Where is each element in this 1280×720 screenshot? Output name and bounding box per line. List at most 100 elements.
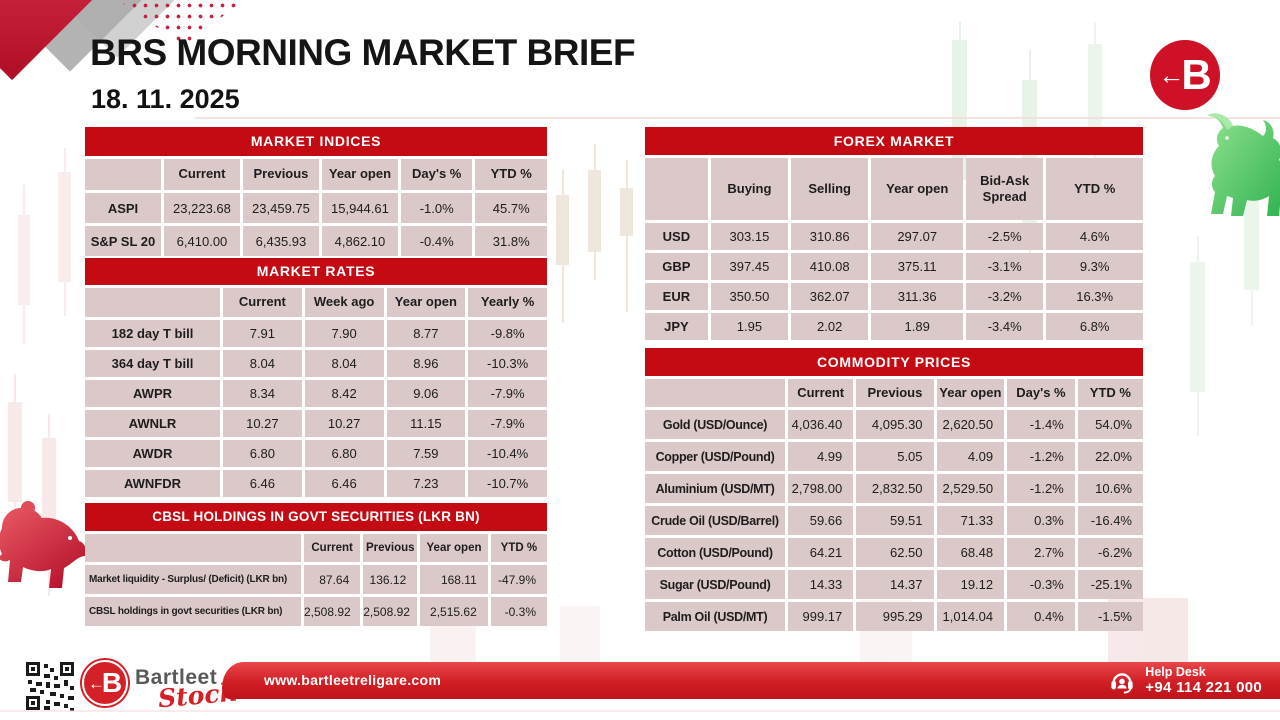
corner-header-cell: [85, 288, 220, 317]
value-cell: 19.12: [936, 570, 1005, 599]
candlestick-decoration: [58, 172, 71, 282]
header-row: Current Previous Year open YTD %: [85, 534, 547, 562]
column-header: Current: [223, 288, 302, 317]
row-label: AWDR: [85, 440, 220, 467]
bartleet-logo-icon: ← B: [82, 660, 128, 706]
value-cell: 23,223.68: [163, 193, 240, 223]
value-cell: 136.12: [363, 565, 418, 594]
value-cell: -10.4%: [468, 440, 547, 467]
value-cell: 168.11: [420, 565, 488, 594]
corner-header-cell: [85, 159, 161, 190]
candlestick-decoration: [18, 215, 30, 305]
column-header: Year open: [936, 379, 1005, 407]
value-cell: 350.50: [710, 283, 789, 310]
corner-header-cell: [645, 158, 708, 220]
table-row: S&P SL 20 6,410.00 6,435.93 4,862.10 -0.4% 31…: [85, 226, 547, 256]
candlestick-decoration: [588, 170, 601, 252]
table-title: COMMODITY PRICES: [645, 348, 1143, 376]
value-cell: 4.6%: [1046, 223, 1143, 250]
row-label: AWPR: [85, 380, 220, 407]
value-cell: -0.3%: [1007, 570, 1075, 599]
value-cell: 297.07: [871, 223, 964, 250]
value-cell: 4.99: [788, 442, 854, 471]
value-cell: 2,798.00: [788, 474, 854, 503]
column-header: Year open: [321, 159, 398, 190]
row-label: 182 day T bill: [85, 320, 220, 347]
value-cell: 64.21: [788, 538, 854, 567]
value-cell: 303.15: [710, 223, 789, 250]
row-label: Aluminium (USD/MT): [645, 474, 786, 503]
corner-header-cell: [645, 379, 786, 407]
value-cell: 2,832.50: [856, 474, 934, 503]
value-cell: 1.89: [871, 313, 964, 340]
value-cell: 2.7%: [1007, 538, 1075, 567]
column-header: Yearly %: [468, 288, 547, 317]
table-row: Sugar (USD/Pound) 14.33 14.37 19.12 -0.3% -25…: [645, 570, 1143, 599]
value-cell: 54.0%: [1077, 410, 1143, 439]
table-row: 182 day T bill 7.91 7.90 8.77 -9.8%: [85, 320, 547, 347]
table-row: Gold (USD/Ounce) 4,036.40 4,095.30 2,620.50…: [645, 410, 1143, 439]
helpdesk-label: Help Desk: [1145, 665, 1206, 679]
column-header: YTD %: [1046, 158, 1143, 220]
value-cell: 31.8%: [475, 226, 547, 256]
brand-name: Bartleet: [135, 666, 218, 689]
value-cell: 71.33: [936, 506, 1005, 535]
column-header: YTD %: [490, 534, 547, 562]
value-cell: 62.50: [856, 538, 934, 567]
value-cell: -16.4%: [1077, 506, 1143, 535]
table-row: Cotton (USD/Pound) 64.21 62.50 68.48 2.7% -6.…: [645, 538, 1143, 567]
value-cell: 7.23: [386, 470, 466, 497]
value-cell: 11.15: [386, 410, 466, 437]
value-cell: 310.86: [791, 223, 869, 250]
value-cell: -1.4%: [1007, 410, 1075, 439]
candlestick-decoration: [1244, 180, 1259, 290]
value-cell: -25.1%: [1077, 570, 1143, 599]
column-header: Current: [163, 159, 240, 190]
table-row: ASPI 23,223.68 23,459.75 15,944.61 -1.0% 45.7…: [85, 193, 547, 223]
value-cell: 10.27: [304, 410, 384, 437]
market-rates-table: MARKET RATES Current Week ago Year open Yea…: [85, 258, 547, 500]
table-row: Market liquidity - Surplus/ (Deficit) (L…: [85, 565, 547, 594]
column-header: Previous: [856, 379, 934, 407]
row-label: AWNFDR: [85, 470, 220, 497]
page-title: BRS MORNING MARKET BRIEF: [90, 32, 636, 73]
value-cell: 16.3%: [1046, 283, 1143, 310]
value-cell: 2,515.62: [420, 597, 488, 626]
corner-header-cell: [85, 534, 301, 562]
bear-illustration: [0, 501, 86, 588]
value-cell: 362.07: [791, 283, 869, 310]
row-label: AWNLR: [85, 410, 220, 437]
value-cell: 15,944.61: [321, 193, 398, 223]
column-header: Previous: [242, 159, 319, 190]
table-row: Palm Oil (USD/MT) 999.17 995.29 1,014.04 0.4…: [645, 602, 1143, 631]
value-cell: 2,529.50: [936, 474, 1005, 503]
value-cell: 9.3%: [1046, 253, 1143, 280]
bartleet-logo-icon: ← B: [1150, 40, 1220, 110]
table-row: USD 303.15 310.86 297.07 -2.5% 4.6%: [645, 223, 1143, 250]
value-cell: 8.34: [223, 380, 302, 407]
table-title: MARKET RATES: [85, 258, 547, 285]
value-cell: 375.11: [871, 253, 964, 280]
value-cell: -10.7%: [468, 470, 547, 497]
value-cell: 23,459.75: [242, 193, 319, 223]
commodity-prices-table: COMMODITY PRICES Current Previous Year ope…: [645, 348, 1143, 634]
column-header: Year open: [871, 158, 964, 220]
value-cell: 7.91: [223, 320, 302, 347]
website-link[interactable]: www.bartleetreligare.com: [264, 672, 442, 688]
column-header: Day's %: [1007, 379, 1075, 407]
value-cell: 22.0%: [1077, 442, 1143, 471]
forex-market-table: FOREX MARKET Buying Selling Year open Bid-A…: [645, 127, 1143, 343]
logo-letter: B: [101, 667, 123, 698]
value-cell: 4,095.30: [856, 410, 934, 439]
value-cell: 7.90: [304, 320, 384, 347]
header-row: Current Previous Year open Day's % YTD %: [645, 379, 1143, 407]
helpdesk-phone: +94 114 221 000: [1145, 679, 1262, 696]
value-cell: 4,036.40: [788, 410, 854, 439]
value-cell: 4.09: [936, 442, 1005, 471]
value-cell: 2.02: [791, 313, 869, 340]
candlestick-decoration: [620, 188, 633, 236]
candlestick-decoration: [1088, 44, 1102, 144]
decorative-line: [0, 710, 1280, 712]
row-label: Palm Oil (USD/MT): [645, 602, 786, 631]
